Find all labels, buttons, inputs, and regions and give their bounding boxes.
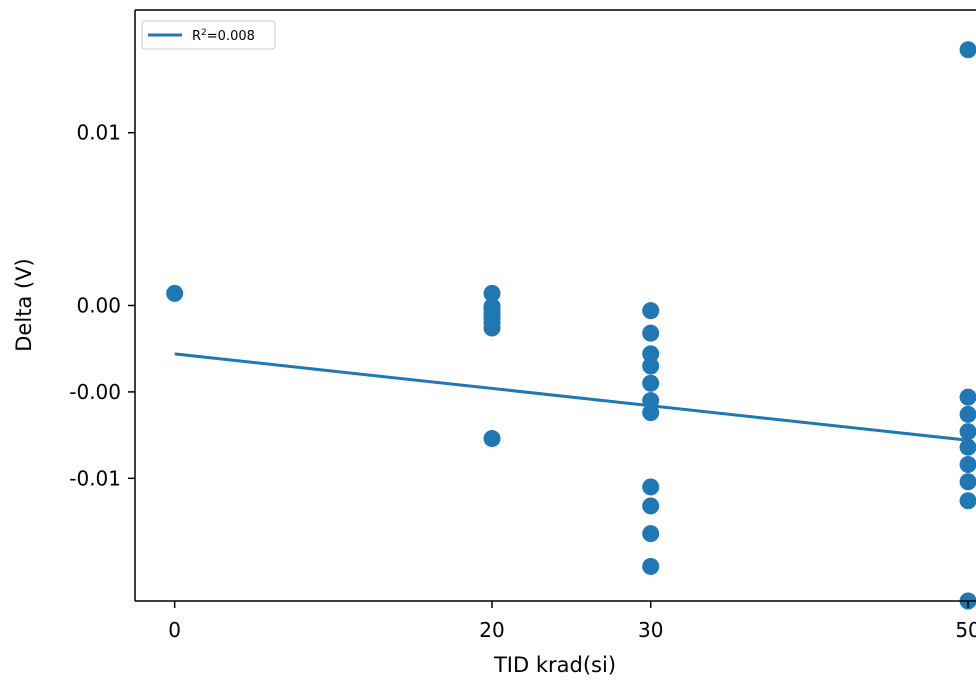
regression-line bbox=[174, 352, 969, 442]
y-tick-label: -0.00 bbox=[69, 380, 121, 404]
data-point bbox=[959, 455, 976, 473]
data-point bbox=[483, 430, 501, 448]
data-point bbox=[642, 374, 660, 392]
x-axis-label: TID krad(si) bbox=[493, 653, 616, 677]
data-point bbox=[959, 41, 976, 59]
data-point bbox=[642, 357, 660, 375]
legend-label: R2=0.008 bbox=[192, 28, 255, 44]
data-point bbox=[642, 392, 660, 410]
data-point bbox=[642, 497, 660, 515]
data-point bbox=[959, 405, 976, 423]
data-point bbox=[959, 423, 976, 441]
y-tick-label: 0.00 bbox=[76, 294, 121, 318]
data-point bbox=[642, 525, 660, 543]
data-point bbox=[642, 302, 660, 320]
y-tick-label: 0.01 bbox=[76, 121, 121, 145]
y-axis-label: Delta (V) bbox=[12, 258, 36, 351]
data-point bbox=[642, 345, 660, 363]
data-point bbox=[959, 473, 976, 491]
data-point bbox=[959, 492, 976, 510]
data-point bbox=[642, 557, 660, 575]
data-point bbox=[642, 324, 660, 342]
x-tick-label: 20 bbox=[479, 618, 504, 642]
data-point bbox=[166, 284, 184, 302]
chart-ticks: 0 20 30 50 0.01 0.00 -0.00 -0.01 bbox=[69, 121, 976, 642]
data-point bbox=[642, 478, 660, 496]
data-point bbox=[959, 388, 976, 406]
chart-marks bbox=[166, 41, 976, 610]
x-tick-label: 30 bbox=[638, 618, 663, 642]
data-point bbox=[483, 319, 501, 337]
chart-axes bbox=[134, 9, 976, 602]
legend-box bbox=[141, 20, 276, 50]
y-tick-label: -0.01 bbox=[69, 466, 121, 490]
data-point bbox=[959, 438, 976, 456]
x-tick-label: 0 bbox=[168, 618, 181, 642]
x-tick-label: 50 bbox=[955, 618, 976, 642]
data-point bbox=[642, 404, 660, 422]
legend: R2=0.008 bbox=[141, 20, 276, 50]
data-point bbox=[483, 284, 501, 302]
